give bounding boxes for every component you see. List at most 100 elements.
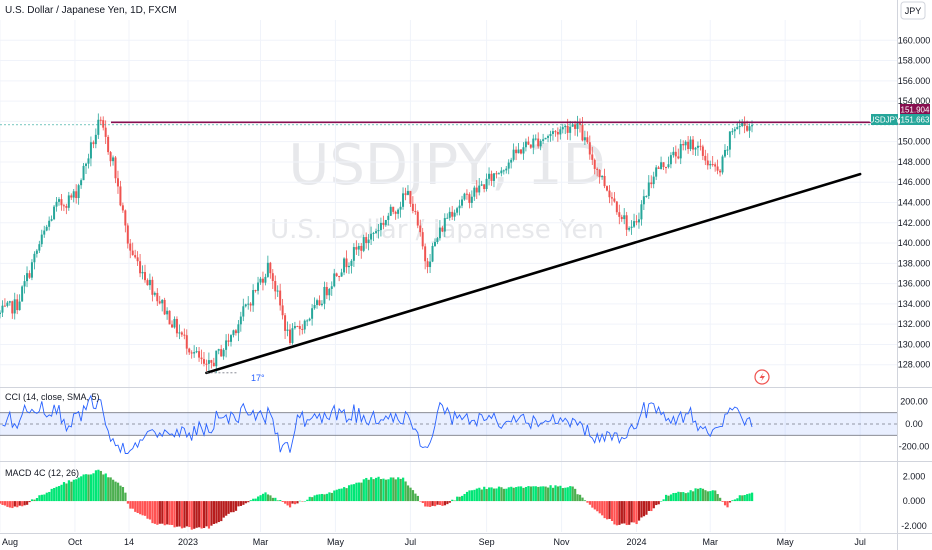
event-icon[interactable] [754,369,770,385]
macd-label[interactable]: MACD 4C (12, 26) [5,468,79,478]
candle [45,226,48,231]
time-axis[interactable]: Aug Oct 14 2023 Mar May Jul Sep Nov 2024 Mar May Jul [2,537,866,547]
macd-bar [252,498,255,502]
macd-bar [99,470,102,502]
macd-bar [655,501,658,506]
candle [261,278,264,283]
macd-bar [519,486,523,502]
candle [225,340,228,350]
macd-bar [571,486,574,502]
macd-bar [293,501,297,505]
candle [488,173,491,179]
candle [318,300,321,306]
candle [463,193,466,200]
candle [542,139,545,141]
macd-bar [261,493,265,502]
macd-bar [190,501,193,530]
macd-bar [544,486,547,502]
macd-bar [306,499,309,502]
macd-bar [451,499,454,502]
macd-bar [116,482,120,502]
candlestick-series [0,113,754,374]
candle [112,157,115,162]
macd-bar [151,501,154,524]
candle [635,221,638,223]
resistance-badge [900,104,930,115]
macd-bar [232,501,235,513]
cci-label[interactable]: CCI (14, close, SMA, 5) [5,392,100,402]
macd-bar [704,490,707,502]
macd-bar [308,496,311,502]
macd-bar [94,470,98,502]
candle [478,185,481,193]
macd-bar [527,486,530,502]
macd-bar [301,501,304,502]
macd-bar [313,495,316,502]
macd-bar [131,501,134,509]
candle [384,219,387,225]
candle [433,242,436,246]
candle [723,150,726,157]
candle [642,196,645,205]
macd-bar [146,501,149,519]
candle [1,305,4,313]
macd-bar [556,486,560,502]
macd-bar [699,487,702,502]
candle [53,206,56,220]
currency-box[interactable] [900,1,926,20]
candle [746,125,749,131]
macd-bar [443,501,447,506]
candle [497,173,500,175]
macd-bar [242,501,245,505]
chart-title: U.S. Dollar / Japanese Yen, 1D, FXCM [5,5,177,16]
price-axis[interactable]: 128.000 130.000 132.000 134.000 136.000 138.0… [898,35,931,531]
candle [458,205,461,209]
candle [266,262,269,277]
macd-bar [1,501,4,505]
macd-bar [237,501,240,507]
candle [397,209,400,214]
candle [377,230,380,232]
macd-bar [591,501,594,508]
drawing-lines[interactable] [0,121,897,375]
macd-bar [134,501,137,512]
cci-tick-label: 200.00 [900,396,928,406]
candle [485,178,488,190]
candle [588,142,591,155]
macd-bar [70,481,73,502]
candle [55,201,58,207]
candle [441,227,444,232]
time-tick-label: Jul [405,537,417,547]
macd-bar [362,479,365,502]
candle [394,211,397,214]
grid-lines [0,20,897,532]
candle [547,136,550,138]
candle [171,324,174,328]
macd-bar [340,488,343,502]
macd-bar [141,501,144,516]
macd-bar [345,488,348,502]
macd-bar [156,501,159,525]
cci-series [2,394,753,454]
macd-bar [16,501,19,508]
macd-bar [360,482,363,502]
macd-bar [524,486,528,502]
macd-bar [217,501,220,523]
macd-bar [291,501,294,504]
candle [308,318,311,321]
candle [151,279,154,295]
candle [736,127,739,130]
candle [99,119,102,121]
candle [657,167,660,169]
candle [716,166,719,171]
candle [92,142,95,145]
macd-bar [338,488,341,502]
candle [193,352,196,354]
candle [200,357,203,360]
time-tick-label: Jul [854,537,866,547]
macd-bar [488,487,491,502]
macd-bar [569,486,572,502]
candle [301,328,304,330]
